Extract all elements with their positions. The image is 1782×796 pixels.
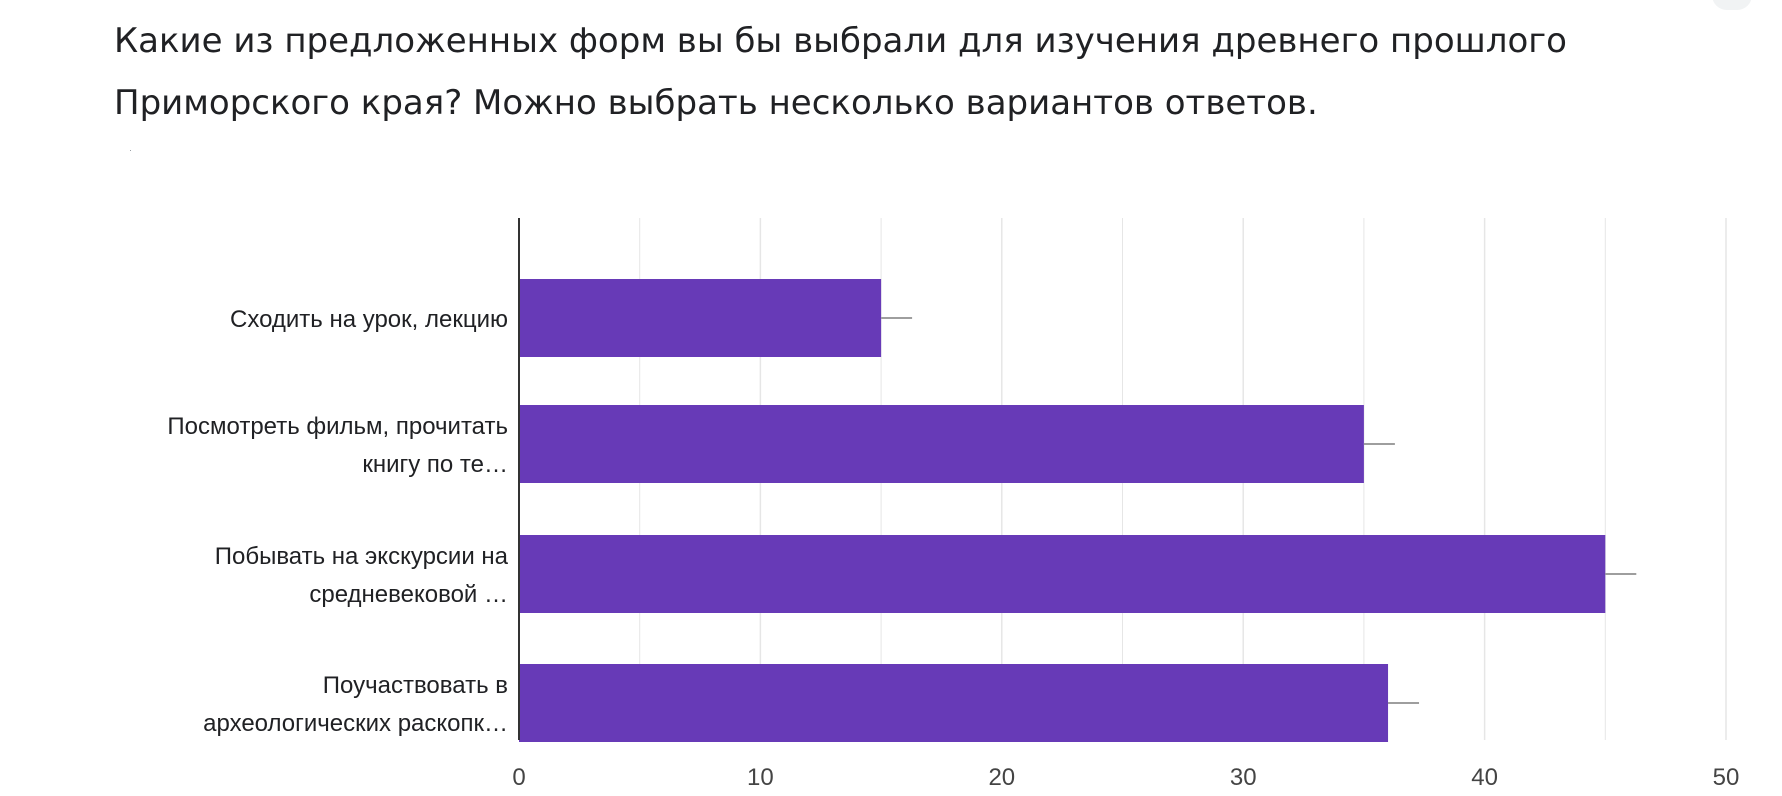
category-label: Побывать на экскурсии на bbox=[215, 543, 509, 570]
decorative-dot bbox=[130, 150, 131, 151]
category-label: Сходить на урок, лекцию bbox=[230, 306, 508, 333]
x-tick-label: 10 bbox=[747, 764, 774, 791]
category-label: Поучаствовать в bbox=[323, 672, 508, 699]
bar bbox=[519, 279, 882, 357]
bar bbox=[519, 535, 1606, 613]
x-tick-label: 20 bbox=[988, 764, 1015, 791]
bar bbox=[519, 405, 1364, 483]
x-tick-label: 0 bbox=[512, 764, 525, 791]
category-label: книгу по те… bbox=[362, 451, 508, 478]
x-tick-label: 50 bbox=[1713, 764, 1740, 791]
bar bbox=[519, 664, 1389, 742]
x-tick-label: 40 bbox=[1471, 764, 1498, 791]
category-label: Посмотреть фильм, прочитать bbox=[167, 413, 508, 440]
category-label: археологических раскопк… bbox=[203, 710, 508, 737]
question-title: Какие из предложенных форм вы бы выбрали… bbox=[114, 21, 1567, 123]
corner-decoration bbox=[1712, 0, 1752, 10]
x-tick-label: 30 bbox=[1230, 764, 1257, 791]
category-label: средневековой … bbox=[309, 581, 508, 608]
